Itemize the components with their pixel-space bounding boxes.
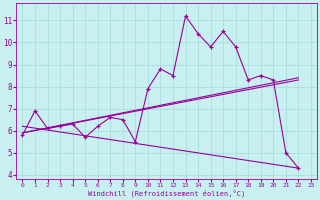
X-axis label: Windchill (Refroidissement éolien,°C): Windchill (Refroidissement éolien,°C) xyxy=(88,190,245,197)
